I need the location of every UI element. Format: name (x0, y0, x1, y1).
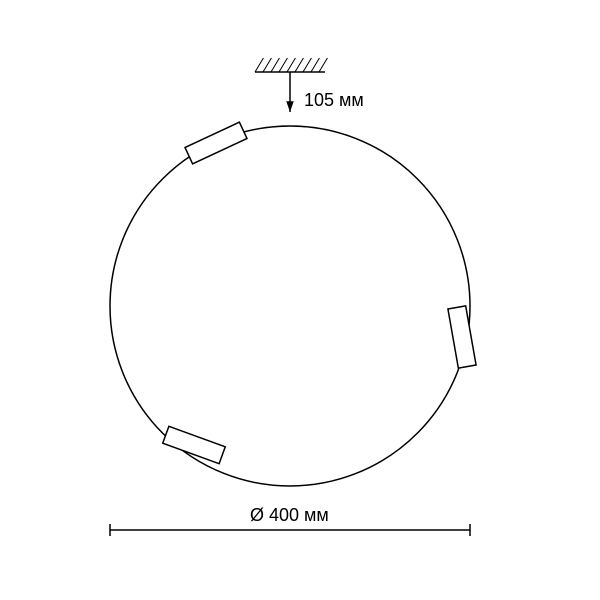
diagram-canvas: 105 мм Ø 400 мм (0, 0, 600, 600)
diameter-dimension-label: Ø 400 мм (250, 505, 329, 526)
height-dimension-label: 105 мм (304, 90, 364, 111)
